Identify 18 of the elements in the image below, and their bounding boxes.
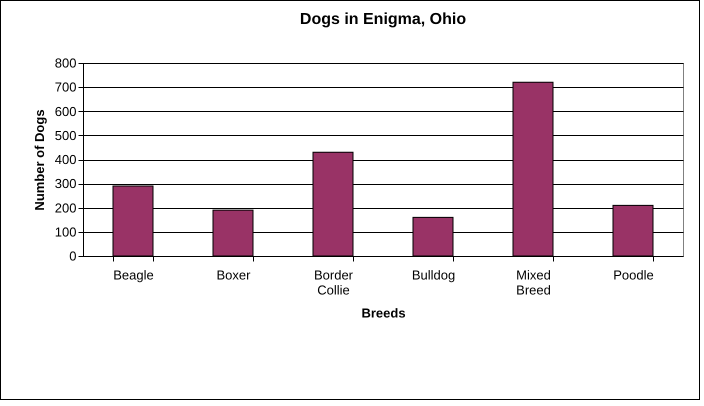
x-tick-label: Poodle xyxy=(613,268,654,282)
x-tick-label: Beagle xyxy=(113,268,154,282)
y-tick-label: 0 xyxy=(69,248,76,264)
chart-title: Dogs in Enigma, Ohio xyxy=(300,11,466,28)
x-tick-label: Boxer xyxy=(216,268,252,282)
y-tick-label: 700 xyxy=(54,80,76,95)
y-tick-label: 200 xyxy=(54,200,76,216)
y-tick-label: 300 xyxy=(54,176,76,192)
x-tick-label: Bulldog xyxy=(412,268,456,282)
x-tick-label: Border Collie xyxy=(314,268,354,298)
y-tick-label: 100 xyxy=(54,224,76,240)
y-tick-label: 500 xyxy=(54,128,76,143)
y-tick-label: 400 xyxy=(54,152,76,167)
x-axis-title: Breeds xyxy=(361,306,406,320)
x-tick-label: Mixed Breed xyxy=(516,268,551,298)
y-tick-label: 600 xyxy=(54,104,76,119)
y-axis-title: Number of Dogs xyxy=(32,109,47,211)
y-tick-label: 800 xyxy=(54,56,76,70)
